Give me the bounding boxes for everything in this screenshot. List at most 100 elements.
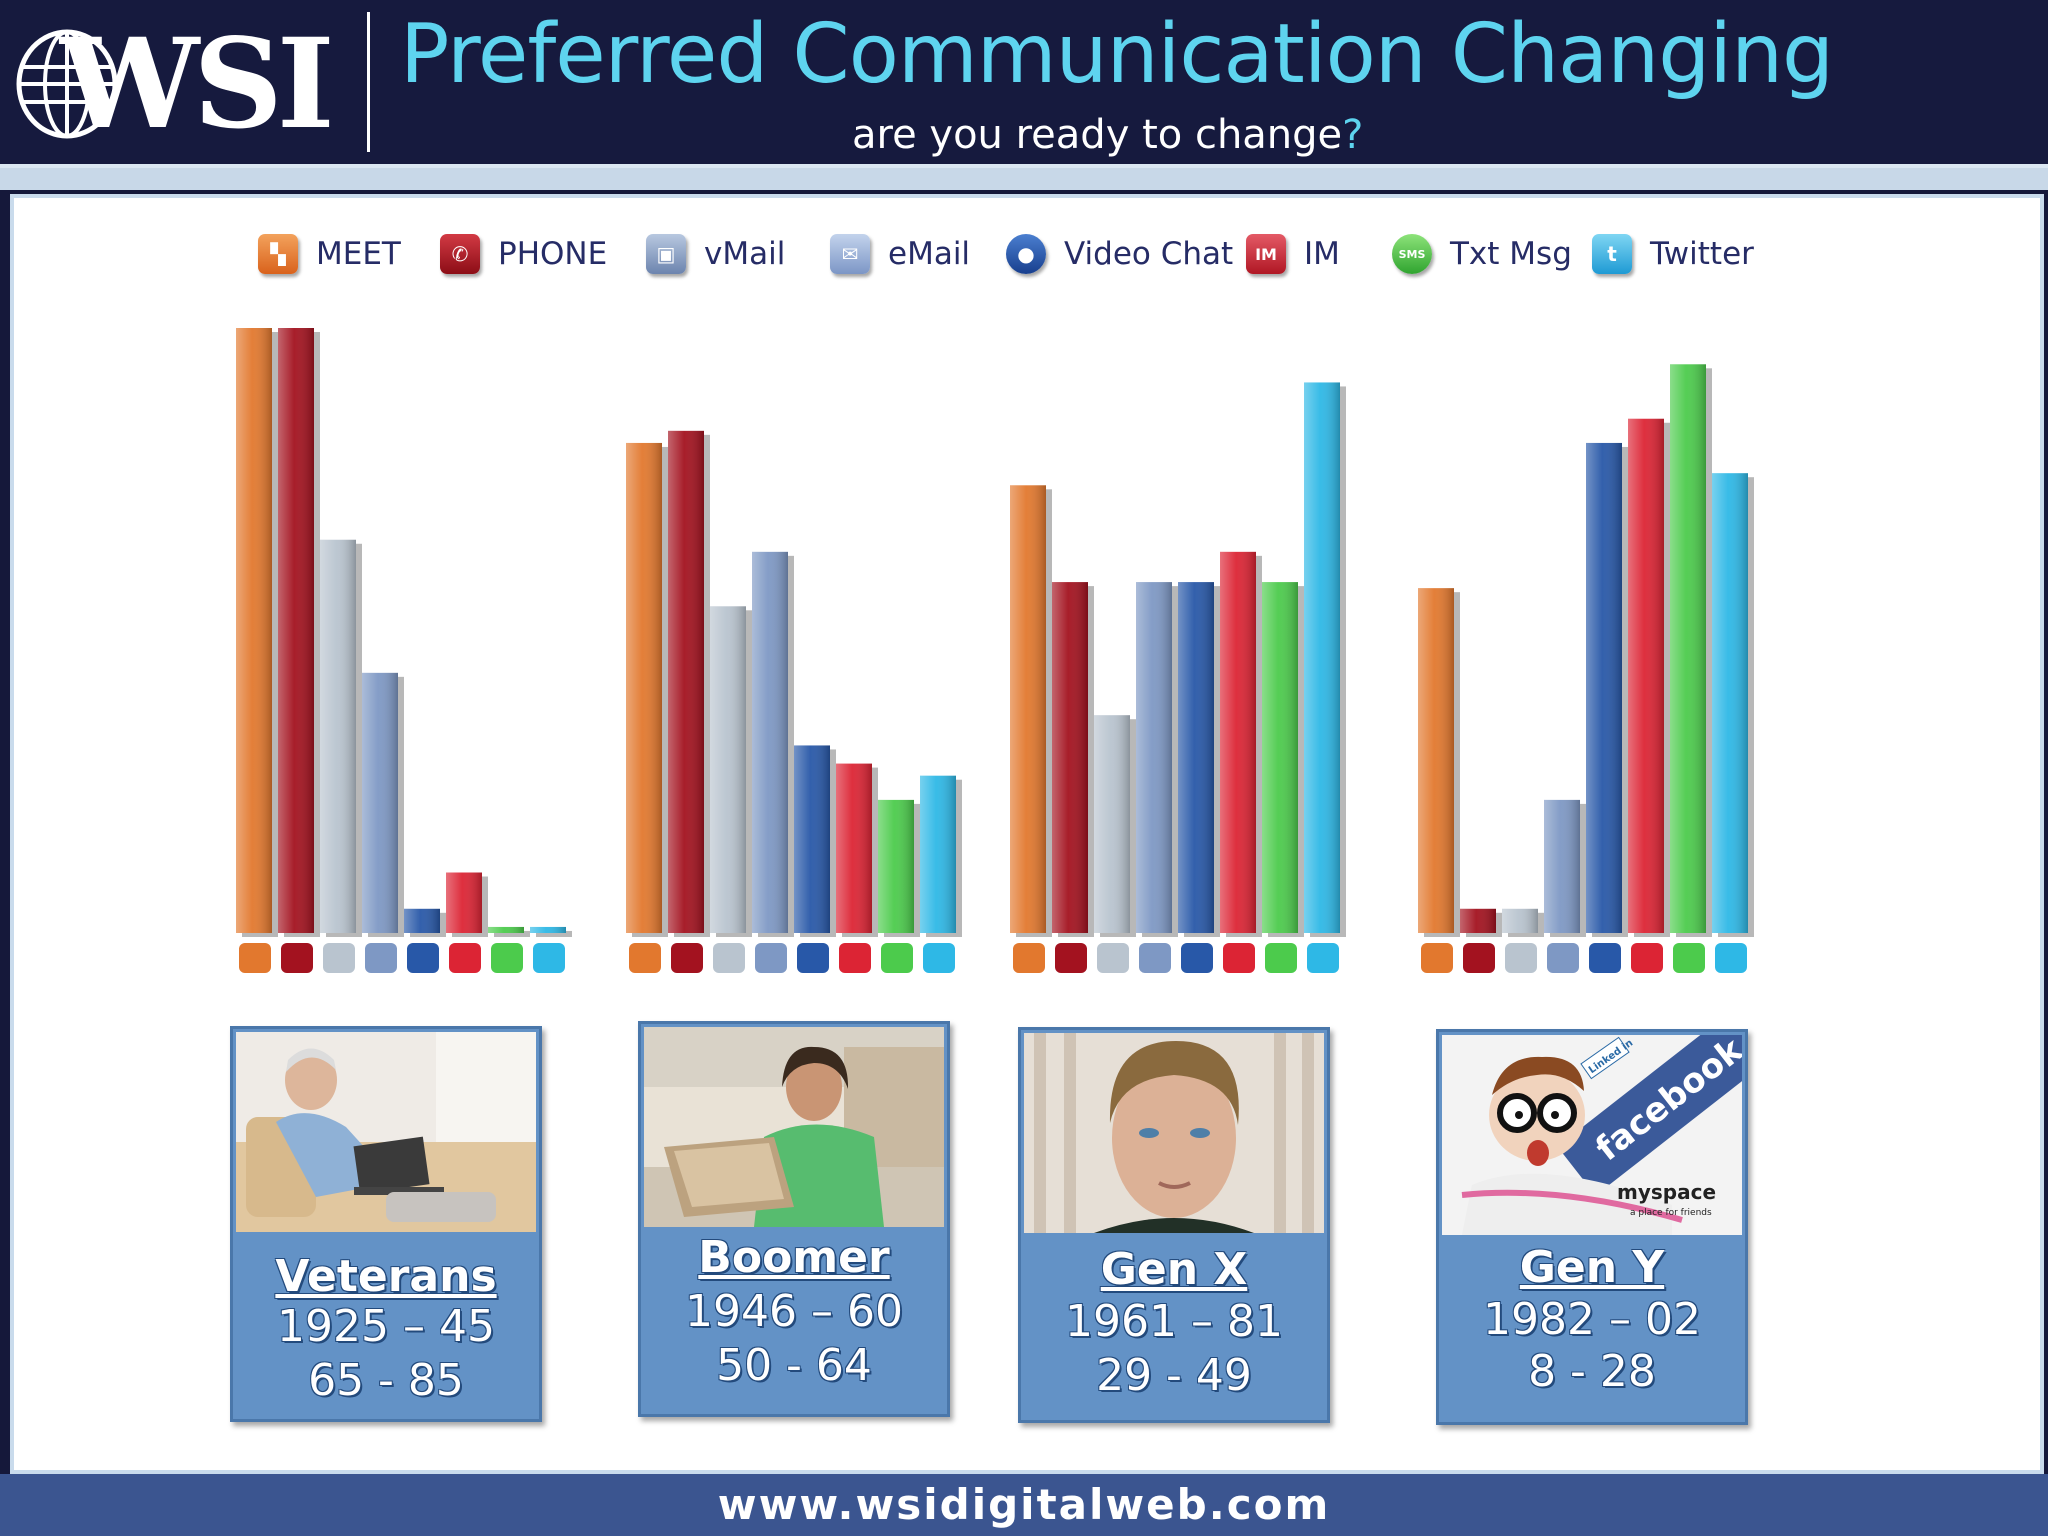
bar-highlight — [236, 328, 272, 933]
bar-highlight — [878, 799, 914, 933]
wsi-logo[interactable]: WSI — [12, 8, 342, 158]
card-title: Gen X — [1100, 1244, 1248, 1295]
email-icon — [365, 943, 397, 973]
bar-highlight — [836, 763, 872, 933]
bar-highlight — [668, 430, 704, 933]
meet-icon — [1013, 943, 1045, 973]
bar-highlight — [1628, 418, 1664, 933]
bar-group-gen-y — [1418, 364, 1754, 973]
header-rule — [0, 164, 2048, 190]
bar-highlight — [1418, 588, 1454, 933]
card-years: 1946 – 60 — [685, 1286, 903, 1337]
twitter-icon: t — [1592, 234, 1632, 274]
gen-x-photo — [1024, 1033, 1324, 1233]
email-icon — [1139, 943, 1171, 973]
card-boomer[interactable]: Boomer 1946 – 60 50 - 64 — [638, 1021, 950, 1417]
vmail-icon — [323, 943, 355, 973]
card-veterans[interactable]: Veterans 1925 – 45 65 - 85 — [230, 1026, 542, 1422]
gen-y-photo: facebook. Linked in myspace a place for … — [1442, 1035, 1742, 1235]
card-ages: 50 - 64 — [716, 1340, 872, 1391]
header: WSI Preferred Communication Changing are… — [0, 0, 2048, 166]
bar-highlight — [1544, 799, 1580, 933]
bar-highlight — [1220, 551, 1256, 933]
email-icon — [755, 943, 787, 973]
bar-highlight — [530, 926, 566, 933]
bar-chart — [236, 328, 1754, 973]
txt-msg-icon — [1265, 943, 1297, 973]
video-chat-icon: ● — [1006, 234, 1046, 274]
bar-highlight — [320, 539, 356, 933]
bar-highlight — [1052, 582, 1088, 933]
page-title: Preferred Communication Changing — [400, 7, 1834, 102]
phone-icon — [1463, 943, 1495, 973]
legend-item-video-chat: ● Video Chat — [1006, 224, 1233, 284]
vmail-icon — [1505, 943, 1537, 973]
boomer-photo — [644, 1027, 944, 1227]
bar-highlight — [794, 745, 830, 933]
txt-msg-icon — [491, 943, 523, 973]
video-chat-icon — [797, 943, 829, 973]
header-divider — [367, 12, 370, 152]
myspace-logo-text: myspace — [1617, 1180, 1716, 1204]
bar-highlight — [1586, 442, 1622, 933]
video-chat-icon — [407, 943, 439, 973]
meet-icon — [239, 943, 271, 973]
im-icon — [1631, 943, 1663, 973]
logo-text: WSI — [60, 12, 335, 157]
twitter-icon — [533, 943, 565, 973]
phone-icon — [671, 943, 703, 973]
bar-highlight — [1010, 485, 1046, 933]
legend-item-im: IM IM — [1246, 224, 1340, 284]
vmail-icon — [1097, 943, 1129, 973]
chart-legend: ▚ MEET ✆ PHONE ▣ vMail ✉ eMail ● Video C… — [0, 224, 2048, 284]
bar-highlight — [446, 872, 482, 933]
legend-label: eMail — [888, 236, 971, 272]
globe-icon — [16, 29, 118, 139]
legend-label: MEET — [316, 236, 401, 272]
bar-highlight — [1262, 582, 1298, 933]
vmail-icon: ▣ — [646, 234, 686, 274]
phone-icon — [1055, 943, 1087, 973]
legend-label: Video Chat — [1064, 236, 1234, 272]
im-icon: IM — [1246, 234, 1286, 274]
legend-label: vMail — [704, 236, 786, 272]
meet-icon — [629, 943, 661, 973]
legend-item-phone: ✆ PHONE — [440, 224, 607, 284]
bar-highlight — [1460, 908, 1496, 933]
bar-highlight — [1502, 908, 1538, 933]
im-icon — [449, 943, 481, 973]
bar-highlight — [1712, 473, 1748, 933]
legend-item-twitter: t Twitter — [1592, 224, 1754, 284]
twitter-icon — [1307, 943, 1339, 973]
bar-group-boomer — [626, 430, 962, 973]
page-subtitle: are you ready to change? — [852, 112, 1363, 158]
legend-item-meet: ▚ MEET — [258, 224, 401, 284]
legend-item-email: ✉ eMail — [830, 224, 970, 284]
footer-url-link[interactable]: www.wsidigitalweb.com — [717, 1480, 1331, 1529]
card-years: 1961 – 81 — [1065, 1296, 1283, 1347]
card-title: Gen Y — [1519, 1242, 1665, 1293]
bar-highlight — [920, 775, 956, 933]
subtitle-text: are you ready to change — [852, 112, 1343, 158]
veterans-photo — [236, 1032, 536, 1232]
email-icon — [1547, 943, 1579, 973]
phone-icon — [281, 943, 313, 973]
legend-label: Txt Msg — [1450, 236, 1572, 272]
txt-msg-icon — [881, 943, 913, 973]
footer: www.wsidigitalweb.com — [0, 1474, 2048, 1536]
bar-highlight — [1094, 715, 1130, 933]
bar-highlight — [1136, 582, 1172, 933]
bar-highlight — [404, 908, 440, 933]
legend-item-txt-msg: SMS Txt Msg — [1392, 224, 1572, 284]
vmail-icon — [713, 943, 745, 973]
card-gen-y[interactable]: facebook. Linked in myspace a place for … — [1436, 1029, 1748, 1425]
card-gen-x[interactable]: Gen X 1961 – 81 29 - 49 — [1018, 1027, 1330, 1423]
bar-highlight — [1178, 582, 1214, 933]
bar-highlight — [710, 606, 746, 933]
bar-highlight — [362, 672, 398, 933]
bar-shadow — [536, 930, 572, 937]
bar-shadow — [494, 930, 530, 937]
meet-icon — [1421, 943, 1453, 973]
legend-item-vmail: ▣ vMail — [646, 224, 785, 284]
subtitle-question-mark: ? — [1342, 112, 1364, 158]
